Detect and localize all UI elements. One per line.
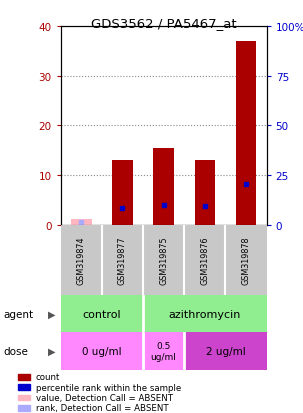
- Text: 2 ug/ml: 2 ug/ml: [205, 346, 245, 356]
- Text: GSM319878: GSM319878: [241, 236, 251, 285]
- Bar: [153, 148, 174, 225]
- Text: azithromycin: azithromycin: [169, 309, 241, 319]
- Bar: [143, 295, 267, 332]
- Bar: [236, 42, 256, 225]
- Bar: [112, 161, 133, 225]
- Text: GDS3562 / PA5467_at: GDS3562 / PA5467_at: [91, 17, 236, 29]
- Bar: [18, 374, 30, 380]
- Text: count: count: [36, 373, 60, 381]
- Text: percentile rank within the sample: percentile rank within the sample: [36, 383, 181, 392]
- Text: control: control: [82, 309, 121, 319]
- Text: GSM319877: GSM319877: [118, 236, 127, 285]
- Text: GSM319874: GSM319874: [77, 236, 86, 285]
- Text: ▶: ▶: [48, 346, 55, 356]
- Bar: [143, 332, 184, 370]
- Bar: [18, 385, 30, 390]
- Text: 0.5
ug/ml: 0.5 ug/ml: [151, 342, 177, 361]
- Bar: [61, 332, 143, 370]
- Bar: [195, 161, 215, 225]
- Text: dose: dose: [3, 346, 28, 356]
- Text: rank, Detection Call = ABSENT: rank, Detection Call = ABSENT: [36, 404, 168, 412]
- Bar: [18, 405, 30, 411]
- Text: value, Detection Call = ABSENT: value, Detection Call = ABSENT: [36, 393, 173, 402]
- Text: 0 ug/ml: 0 ug/ml: [82, 346, 122, 356]
- Bar: [71, 219, 92, 225]
- Text: GSM319876: GSM319876: [200, 236, 209, 285]
- Bar: [184, 332, 267, 370]
- Text: agent: agent: [3, 309, 33, 319]
- Bar: [61, 295, 143, 332]
- Bar: [18, 395, 30, 400]
- Text: ▶: ▶: [48, 309, 55, 319]
- Text: GSM319875: GSM319875: [159, 236, 168, 285]
